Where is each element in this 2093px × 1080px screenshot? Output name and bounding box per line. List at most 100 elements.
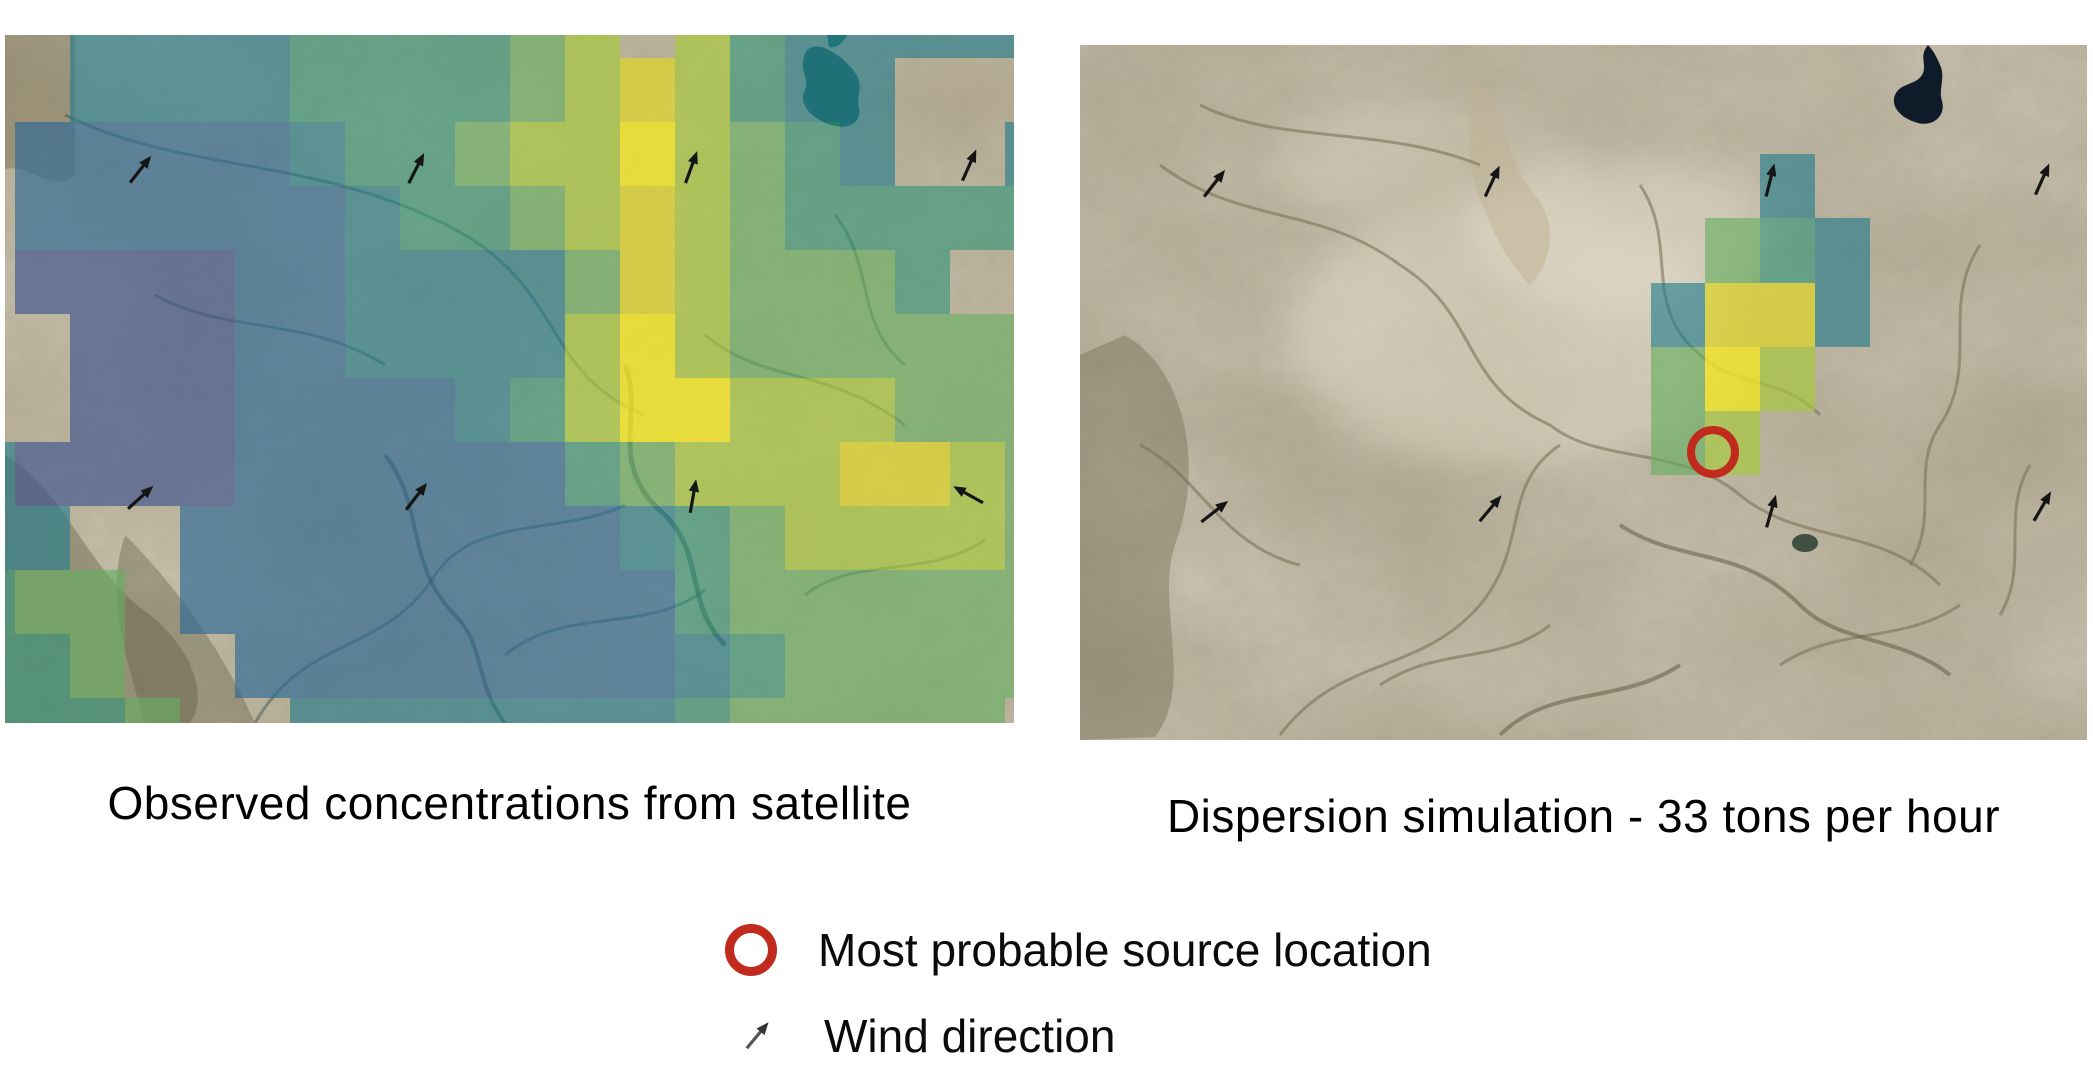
heat-cell [125, 35, 180, 58]
concentration-grid [5, 35, 1014, 723]
heat-cell [290, 570, 345, 634]
heat-cell [15, 442, 70, 506]
heat-cell [345, 634, 400, 698]
heat-cell [290, 378, 345, 442]
heat-cell [510, 506, 565, 570]
heat-cell [455, 442, 510, 506]
heat-cell [455, 314, 510, 378]
heat-cell [730, 634, 785, 698]
heat-cell [1005, 378, 1014, 442]
heat-cell [235, 250, 290, 314]
heat-cell [235, 442, 290, 506]
heat-cell [510, 378, 565, 442]
heat-cell [180, 314, 235, 378]
legend-label-wind: Wind direction [824, 1010, 1116, 1062]
heat-cell [70, 122, 125, 186]
heat-cell [235, 186, 290, 250]
legend-label-source: Most probable source location [818, 924, 1432, 976]
heat-cell [455, 634, 510, 698]
heat-cell [290, 58, 345, 122]
heat-cell [15, 506, 70, 570]
heat-cell [400, 698, 455, 723]
heat-cell [1705, 347, 1760, 411]
heat-cell [1705, 283, 1760, 347]
heat-cell [180, 35, 235, 58]
heat-cell [620, 250, 675, 314]
heat-cell [70, 250, 125, 314]
heat-cell [70, 58, 125, 122]
heat-cell [840, 634, 895, 698]
heat-cell [5, 698, 15, 723]
heat-cell [895, 506, 950, 570]
heat-cell [455, 122, 510, 186]
heat-cell [840, 122, 895, 186]
heat-cell [840, 570, 895, 634]
heat-cell [895, 442, 950, 506]
heat-cell [675, 122, 730, 186]
legend-item-wind: Wind direction [733, 1008, 1115, 1064]
heat-cell [785, 58, 840, 122]
heat-cell [455, 186, 510, 250]
heat-cell [675, 698, 730, 723]
heat-cell [345, 186, 400, 250]
left-caption: Observed concentrations from satellite [107, 777, 912, 829]
wind-arrow-icon [1744, 485, 1798, 539]
heat-cell [400, 506, 455, 570]
heat-cell [730, 122, 785, 186]
heat-cell [345, 506, 400, 570]
wind-arrow-icon [385, 466, 447, 528]
heat-cell [840, 250, 895, 314]
heat-cell [785, 314, 840, 378]
heat-cell [1705, 218, 1760, 283]
heat-cell [70, 570, 125, 634]
heat-cell [1005, 442, 1014, 506]
satellite-terrain-right [1080, 45, 2087, 740]
heat-cell [565, 634, 620, 698]
heat-cell [345, 314, 400, 378]
heat-cell [675, 35, 730, 58]
heat-cell [15, 698, 70, 723]
heat-cell [70, 442, 125, 506]
heat-cell [565, 506, 620, 570]
heat-cell [455, 35, 510, 58]
heat-cell [235, 122, 290, 186]
wind-arrow-icon [663, 140, 719, 196]
wind-arrow-icon [109, 467, 171, 529]
heat-cell [840, 698, 895, 723]
heat-cell [345, 250, 400, 314]
wind-arrow-icon [1459, 478, 1521, 540]
heat-cell [785, 698, 840, 723]
heat-cell [235, 58, 290, 122]
heat-cell [400, 35, 455, 58]
heat-cell [785, 378, 840, 442]
heat-cell [455, 506, 510, 570]
heat-cell [235, 378, 290, 442]
heat-cell [840, 314, 895, 378]
heat-cell [290, 506, 345, 570]
heat-cell [675, 506, 730, 570]
heat-cell [290, 698, 345, 723]
heat-cell [950, 186, 1005, 250]
wind-arrow-icon [939, 465, 999, 525]
heat-cell [180, 506, 235, 570]
wind-arrow-icon [1183, 481, 1245, 543]
heat-cell [675, 634, 730, 698]
heat-cell [345, 698, 400, 723]
heat-cell [565, 378, 620, 442]
heat-cell [15, 250, 70, 314]
heat-cell [675, 58, 730, 122]
heat-cell [565, 570, 620, 634]
heat-cell [290, 314, 345, 378]
heat-cell [510, 442, 565, 506]
heat-cell [180, 570, 235, 634]
heat-cell [1815, 283, 1870, 347]
heat-cell [950, 634, 1005, 698]
heat-cell [180, 378, 235, 442]
wind-arrow-icon [386, 139, 445, 198]
heat-cell [345, 570, 400, 634]
wind-arrow-icon [668, 472, 719, 523]
wind-arrow-layer [1080, 45, 2087, 740]
heat-cell [840, 186, 895, 250]
heat-cell [455, 378, 510, 442]
